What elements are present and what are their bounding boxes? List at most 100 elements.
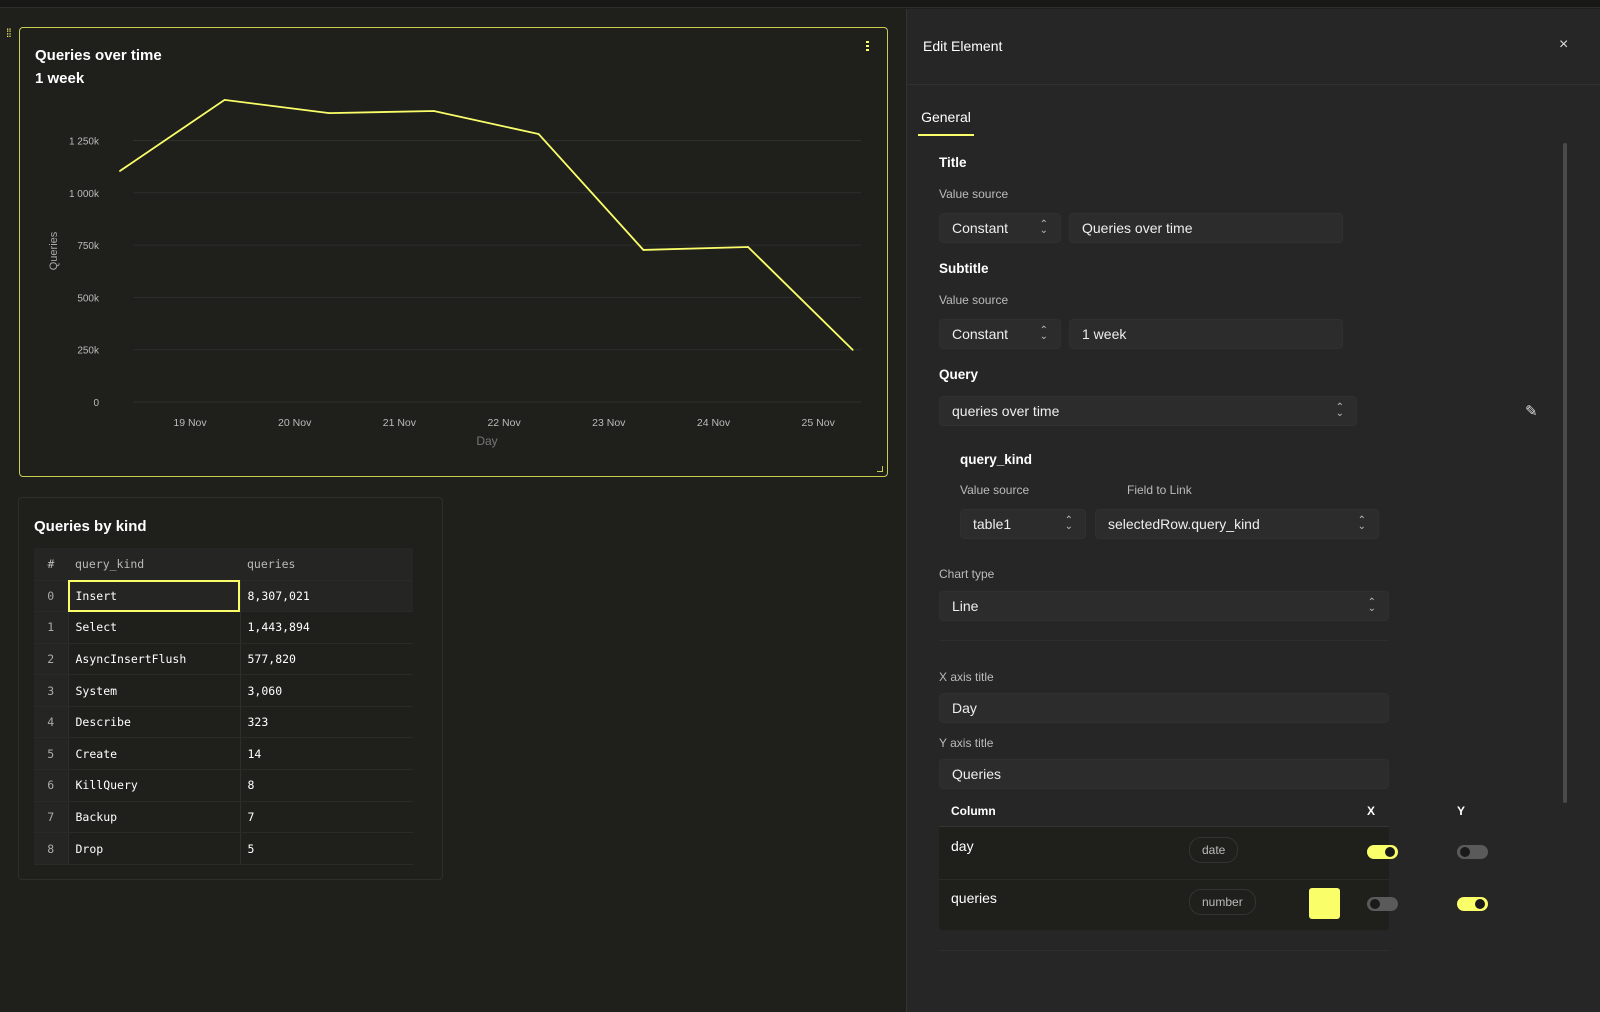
param-source-value: table1 (973, 516, 1012, 532)
x-tick-label: 21 Nov (383, 417, 417, 429)
column-header: Column (951, 804, 996, 818)
chart-type-label: Chart type (939, 567, 995, 581)
column-header-query-kind[interactable]: query_kind (68, 548, 240, 581)
param-source-select[interactable]: table1 ⌃ ⌄ (960, 509, 1086, 539)
data-point (537, 133, 540, 135)
y-tick-label: 250k (77, 346, 100, 357)
query-kind-cell[interactable]: Drop (68, 832, 241, 865)
table-title: Queries by kind (34, 518, 147, 535)
chevron-updown-icon: ⌃ ⌄ (1064, 515, 1073, 532)
y-tick-label: 750k (77, 241, 100, 252)
y-tick-label: 0 (93, 398, 99, 409)
title-heading: Title (939, 155, 967, 170)
tab-general[interactable]: General (918, 100, 974, 136)
table-row[interactable]: 2 AsyncInsertFlush 577,820 (34, 643, 413, 676)
query-kind-cell[interactable]: Describe (68, 706, 241, 739)
param-heading: query_kind (960, 452, 1033, 467)
queries-cell[interactable]: 3,060 (240, 674, 413, 707)
chart-title: Queries over time (35, 47, 162, 64)
query-kind-cell[interactable]: System (68, 674, 241, 707)
title-input[interactable]: Queries over time (1069, 213, 1343, 243)
x-axis-title-label: X axis title (939, 670, 994, 684)
table-row[interactable]: 3 System 3,060 (34, 674, 413, 707)
x-tick-label: 19 Nov (173, 417, 207, 429)
subtitle-heading: Subtitle (939, 261, 989, 276)
table-row[interactable]: 7 Backup 7 (34, 801, 413, 834)
row-index[interactable]: 5 (34, 737, 69, 771)
table-row[interactable]: 1 Select 1,443,894 (34, 611, 413, 644)
query-kind-cell[interactable]: KillQuery (68, 769, 241, 802)
title-source-select[interactable]: Constant ⌃ ⌄ (939, 213, 1061, 243)
y-tick-label: 1 250k (69, 137, 100, 148)
queries-cell[interactable]: 323 (240, 706, 413, 739)
chevron-updown-icon: ⌃ ⌄ (1039, 219, 1048, 236)
table-row[interactable]: 5 Create 14 (34, 737, 413, 771)
y-axis-title: Queries (48, 231, 60, 270)
query-select[interactable]: queries over time ⌃ ⌄ (939, 396, 1357, 426)
row-index[interactable]: 4 (34, 706, 69, 739)
data-point (119, 170, 121, 172)
edit-pencil-icon[interactable]: ✎ (1525, 403, 1538, 420)
subtitle-input[interactable]: 1 week (1069, 319, 1343, 349)
more-menu-icon[interactable] (866, 41, 869, 51)
row-index[interactable]: 1 (34, 611, 69, 644)
row-index[interactable]: 2 (34, 643, 69, 676)
field-to-link-select[interactable]: selectedRow.query_kind ⌃ ⌄ (1095, 509, 1379, 539)
table-row[interactable]: 6 KillQuery 8 (34, 769, 413, 802)
x-axis-title-input[interactable]: Day (939, 693, 1389, 723)
scrollbar[interactable] (1563, 143, 1567, 803)
query-heading: Query (939, 367, 979, 382)
subtitle-source-value: Constant (952, 326, 1009, 342)
top-bar (0, 0, 1600, 8)
title-value-source-label: Value source (939, 187, 1009, 201)
x-tick-label: 20 Nov (278, 417, 312, 429)
chart-type-select[interactable]: Line ⌃ ⌄ (939, 591, 1389, 621)
table-row[interactable]: 4 Describe 323 (34, 706, 413, 739)
subtitle-source-select[interactable]: Constant ⌃ ⌄ (939, 319, 1061, 349)
row-index[interactable]: 3 (34, 674, 69, 707)
query-kind-cell[interactable]: Backup (68, 801, 241, 834)
query-kind-cell[interactable]: AsyncInsertFlush (68, 643, 241, 676)
query-kind-cell[interactable]: Create (68, 737, 241, 771)
drag-handle-icon[interactable]: ⁞⁞ (6, 26, 12, 40)
queries-cell[interactable]: 7 (240, 801, 413, 834)
data-point (223, 99, 226, 101)
queries-cell[interactable]: 8,307,021 (240, 580, 413, 613)
y-header: Y (1457, 804, 1466, 818)
row-index[interactable]: 0 (34, 580, 69, 613)
data-point (328, 112, 331, 114)
queries-cell[interactable]: 5 (240, 832, 413, 865)
query-kind-cell[interactable]: Select (68, 611, 241, 644)
resize-handle-icon[interactable] (877, 466, 883, 472)
query-value: queries over time (952, 403, 1060, 419)
queries-cell[interactable]: 577,820 (240, 643, 413, 676)
field-to-link-label: Field to Link (1127, 483, 1192, 497)
queries-cell[interactable]: 8 (240, 769, 413, 802)
day-x-toggle[interactable] (1367, 845, 1398, 859)
column-header-index[interactable]: # (34, 548, 68, 581)
table-row[interactable]: 8 Drop 5 (34, 832, 413, 865)
column-name-queries: queries (951, 890, 997, 906)
queries-x-toggle[interactable] (1367, 897, 1398, 911)
x-header: X (1367, 804, 1376, 818)
table-row[interactable]: 0 Insert 8,307,021 (34, 580, 413, 613)
divider (939, 950, 1389, 951)
series-color-swatch[interactable] (1309, 888, 1340, 919)
row-index[interactable]: 7 (34, 801, 69, 834)
row-index[interactable]: 8 (34, 832, 69, 865)
chevron-updown-icon: ⌃ ⌄ (1039, 325, 1048, 342)
row-index[interactable]: 6 (34, 769, 69, 802)
chevron-updown-icon: ⌃ ⌄ (1367, 597, 1376, 614)
day-y-toggle[interactable] (1457, 845, 1488, 859)
chart-subtitle: 1 week (35, 70, 85, 87)
title-source-value: Constant (952, 220, 1009, 236)
column-name-day: day (951, 838, 974, 854)
queries-cell[interactable]: 14 (240, 737, 413, 771)
divider (939, 640, 1389, 641)
queries-cell[interactable]: 1,443,894 (240, 611, 413, 644)
column-header-queries[interactable]: queries (240, 548, 413, 581)
y-axis-title-input[interactable]: Queries (939, 759, 1389, 789)
query-kind-cell[interactable]: Insert (68, 580, 241, 613)
close-icon[interactable]: × (1559, 36, 1569, 53)
queries-y-toggle[interactable] (1457, 897, 1488, 911)
